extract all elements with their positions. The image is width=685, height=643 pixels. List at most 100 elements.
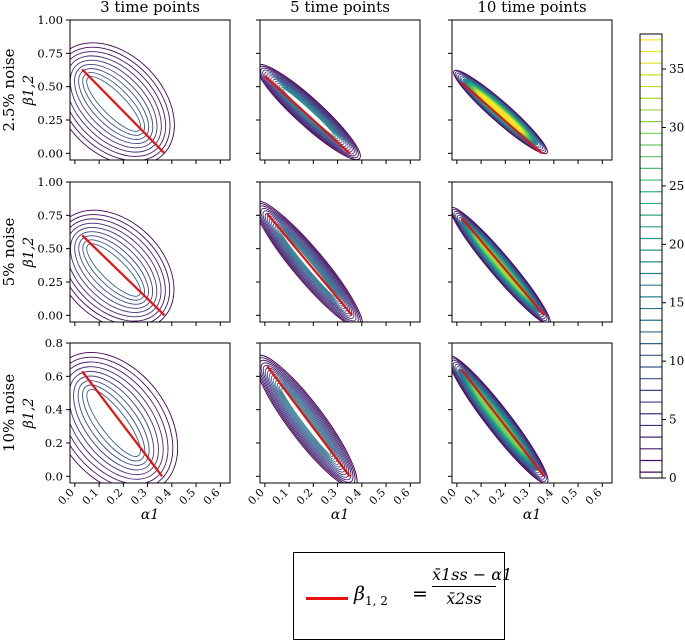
contour-group <box>260 354 358 483</box>
x-tick-label: 0.1 <box>80 486 102 508</box>
contour-level-5 <box>456 366 540 474</box>
colorbar: 0 5 10 15 20 25 30 35 <box>639 33 684 485</box>
contour-level-1 <box>452 357 547 482</box>
y-tick-label: 0.25 <box>37 275 63 289</box>
fit-line <box>81 68 166 155</box>
contour-level-9 <box>274 80 343 144</box>
legend-denominator: x̄2ss <box>446 589 482 609</box>
contour-level-4 <box>70 59 158 149</box>
contour-group <box>453 69 548 155</box>
colorbar-tick-label: 20 <box>669 237 684 251</box>
colorbar-tick-label: 0 <box>669 471 677 485</box>
contour-level-2 <box>70 218 166 322</box>
fit-line <box>460 81 543 155</box>
x-tick-label: 0.6 <box>391 486 413 508</box>
colorbar-tick-label: 25 <box>669 179 684 193</box>
contour-level-4 <box>262 210 355 319</box>
panel-r2-c2: 0.0 0.1 0.2 0.3 0.4 0.5 0.6 <box>437 342 613 508</box>
contour-level-15 <box>473 387 523 452</box>
contour-level-1 <box>260 203 361 322</box>
contour-level-3 <box>70 55 162 153</box>
x-tick-label: 0.4 <box>152 486 174 508</box>
fit-line <box>264 75 351 155</box>
x-tick-label: 0.0 <box>437 486 459 508</box>
panel-frame <box>451 342 613 484</box>
y-tick-label: 0.50 <box>37 80 63 94</box>
x-tick-label: 0.0 <box>245 486 267 508</box>
y-tick-label: 0.6 <box>45 369 63 383</box>
contour-level-2 <box>260 205 359 322</box>
contour-level-4 <box>454 364 542 476</box>
row-title-0: 2.5% noise <box>0 48 18 131</box>
contour-group <box>452 355 549 483</box>
contour-level-11 <box>278 84 339 140</box>
panel-r1-c1 <box>256 181 421 326</box>
contour-level-2 <box>260 67 357 157</box>
panel-r1-c2 <box>448 181 613 326</box>
y-tick-label: 0.00 <box>37 308 63 322</box>
x-tick-label: 0.6 <box>583 486 605 508</box>
x-tick-label: 0.2 <box>294 486 316 508</box>
colorbar-tick-label: 10 <box>669 354 684 368</box>
y-axis-label-1: β1,2 <box>21 237 37 268</box>
contour-level-8 <box>86 76 142 132</box>
contour-group <box>70 209 175 322</box>
column-title-2: 10 time points <box>477 0 586 16</box>
y-axis-label-2: β1,2 <box>21 398 37 429</box>
y-tick-label: 0.0 <box>45 469 63 483</box>
contour-level-8 <box>86 243 141 297</box>
x-axis-label-1: α1 <box>331 507 349 523</box>
contour-level-1 <box>260 357 356 483</box>
x-tick-label: 0.5 <box>367 486 389 508</box>
x-tick-label: 0.3 <box>128 486 150 508</box>
contour-level-12 <box>280 86 337 138</box>
y-tick-label: 0.00 <box>37 146 63 160</box>
contour-level-5 <box>458 216 543 316</box>
contour-group <box>70 42 175 160</box>
fit-line <box>266 365 351 477</box>
contour-level-11 <box>276 382 336 460</box>
panel-r0-c0: 0.00 0.25 0.50 0.75 1.00 <box>37 13 231 164</box>
fit-line <box>81 370 163 477</box>
contour-level-13 <box>280 388 332 455</box>
contour-level-6 <box>77 380 150 466</box>
contour-level-2 <box>70 361 169 483</box>
contour-level-3 <box>452 361 544 478</box>
contour-level-1 <box>70 46 171 160</box>
legend-fraction-bar <box>432 586 496 588</box>
contour-level-4 <box>264 71 353 153</box>
panel-frame <box>259 342 421 484</box>
panel-frame <box>69 342 231 484</box>
contour-level-0 <box>70 352 179 483</box>
contour-level-0 <box>452 355 549 483</box>
contour-level-0 <box>260 63 361 160</box>
contour-level-6 <box>268 75 349 149</box>
contour-level-3 <box>70 222 162 318</box>
x-tick-label: 0.1 <box>462 486 484 508</box>
column-title-0: 3 time points <box>100 0 200 16</box>
x-tick-label: 0.5 <box>559 486 581 508</box>
x-tick-label: 0.6 <box>201 486 223 508</box>
x-tick-label: 0.1 <box>270 486 292 508</box>
panel-r2-c0: 0.00.20.40.60.80.0 0.1 0.2 0.3 0.4 0.5 0.6 <box>45 336 231 508</box>
contour-level-1 <box>452 209 550 322</box>
contour-level-9 <box>272 377 340 465</box>
y-axis-label-0: β1,2 <box>21 75 37 106</box>
contour-level-8 <box>270 375 342 468</box>
column-title-1: 5 time points <box>290 0 390 16</box>
contour-level-5 <box>461 77 540 147</box>
fit-line <box>460 368 545 478</box>
contour-level-2 <box>456 72 545 152</box>
contour-level-1 <box>260 65 359 159</box>
x-tick-label: 0.4 <box>534 486 556 508</box>
legend-beta-label: β1, 2 <box>354 583 388 608</box>
fit-line <box>460 217 545 317</box>
fit-line <box>81 234 166 317</box>
panel-frame <box>451 19 613 161</box>
legend-red-line-swatch <box>306 597 348 600</box>
contour-level-10 <box>276 82 341 142</box>
row-title-2: 10% noise <box>0 374 18 452</box>
y-tick-label: 0.4 <box>45 403 63 417</box>
x-axis-label-0: α1 <box>141 507 159 523</box>
